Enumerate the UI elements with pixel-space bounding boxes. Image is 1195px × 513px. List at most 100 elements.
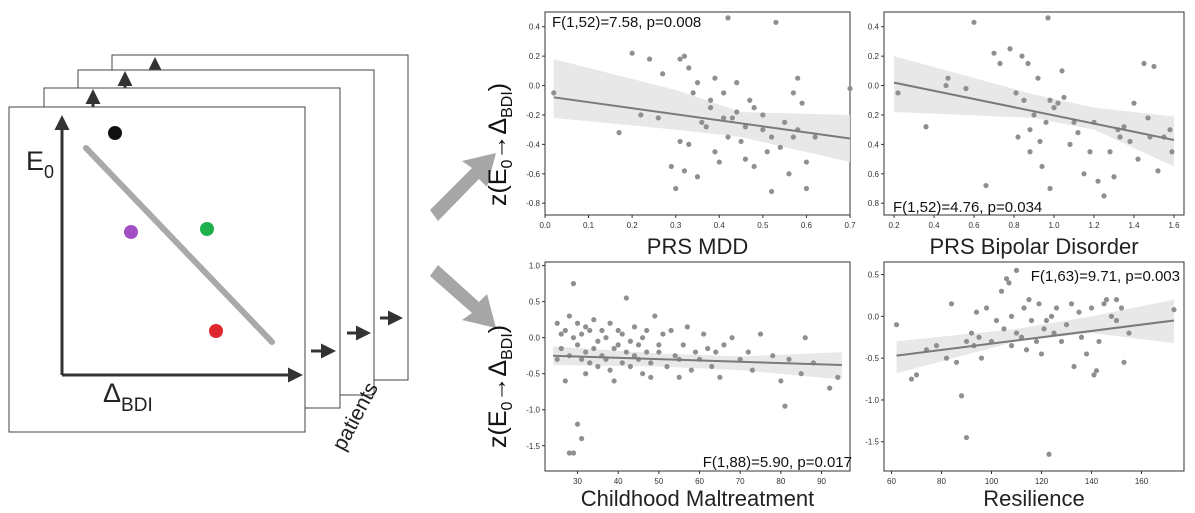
- data-point: [976, 334, 982, 340]
- y-tick-label: 0.2: [868, 111, 880, 120]
- data-point: [1003, 276, 1010, 282]
- data-point: [619, 360, 625, 366]
- scatter-panel-prs-mdd: 0.0 0.1 0.2 0.3 0.4 0.5 0.6 0.7 -0.8 -0.6 -0.4 -0.2…: [526, 11, 856, 259]
- data-point: [1058, 338, 1065, 345]
- data-point: [554, 320, 560, 326]
- x-tick-label: 80: [776, 477, 785, 486]
- data-point: [1103, 297, 1110, 303]
- data-point: [1076, 309, 1082, 315]
- data-point: [707, 105, 714, 111]
- data-point: [648, 360, 654, 366]
- data-point: [681, 168, 688, 174]
- data-point: [1151, 63, 1157, 70]
- data-point: [587, 327, 593, 334]
- data-point: [595, 338, 601, 344]
- data-point: [1026, 297, 1032, 303]
- regression-line: [896, 319, 1175, 357]
- data-point: [1095, 178, 1101, 184]
- data-point: [646, 56, 653, 62]
- data-point: [668, 163, 674, 170]
- data-point: [812, 134, 818, 140]
- x-tick-label: 0.4: [714, 221, 726, 230]
- data-point: [1031, 112, 1037, 118]
- data-point: [607, 367, 613, 373]
- data-point: [778, 378, 784, 384]
- data-point: [745, 349, 751, 355]
- data-point: [747, 97, 753, 103]
- data-point: [1035, 75, 1041, 81]
- data-point: [623, 295, 629, 301]
- data-point: [616, 130, 622, 136]
- schematic-dot-red: [209, 324, 223, 338]
- data-point: [729, 335, 735, 341]
- data-point: [1107, 149, 1113, 155]
- data-point: [729, 115, 735, 121]
- data-point: [1121, 359, 1127, 365]
- data-point: [692, 349, 699, 355]
- data-point: [591, 345, 597, 352]
- schematic: E0 ΔBDI patients: [8, 54, 409, 454]
- data-point: [1167, 127, 1173, 133]
- y-tick-label: 1.0: [529, 262, 541, 271]
- data-point: [768, 134, 775, 140]
- x-tick-label: 60: [695, 477, 704, 486]
- data-point: [1135, 156, 1141, 162]
- data-point: [1121, 124, 1127, 130]
- data-point: [652, 313, 658, 319]
- data-point: [717, 374, 723, 380]
- x-tick-label: 160: [1135, 477, 1149, 486]
- data-point: [978, 355, 985, 361]
- data-point: [1051, 330, 1057, 336]
- data-point: [908, 376, 915, 382]
- data-point: [1033, 338, 1040, 345]
- data-point: [712, 149, 718, 155]
- x-tick-label: 0.2: [627, 221, 639, 230]
- data-point: [1039, 163, 1045, 170]
- data-point: [1046, 451, 1052, 457]
- data-point: [1007, 46, 1013, 52]
- data-point: [795, 75, 801, 81]
- data-point: [933, 343, 940, 349]
- x-tick-label: 0.1: [583, 221, 595, 230]
- data-point: [835, 374, 841, 380]
- x-tick-label: 0.6: [968, 221, 980, 230]
- data-point: [742, 124, 749, 130]
- data-point: [664, 363, 670, 370]
- data-point: [1118, 305, 1125, 311]
- stat-annotation: F(1,52)=4.76, p=0.034: [893, 199, 1042, 216]
- data-point: [1108, 313, 1115, 319]
- data-point: [721, 342, 727, 348]
- data-point: [983, 305, 990, 311]
- data-point: [676, 374, 682, 380]
- regression-line: [893, 81, 1175, 141]
- x-tick-label: 0.0: [539, 221, 551, 230]
- y-tick-label: 0.4: [529, 23, 541, 32]
- data-point: [827, 385, 833, 391]
- data-point: [558, 331, 564, 337]
- data-point: [607, 320, 613, 326]
- data-point: [699, 119, 705, 125]
- data-point: [802, 335, 808, 341]
- data-point: [1027, 127, 1033, 133]
- data-point: [1126, 330, 1132, 336]
- y-tick-label: -1.0: [865, 396, 879, 405]
- data-point: [583, 371, 589, 377]
- data-point: [579, 435, 585, 442]
- data-point: [1169, 149, 1175, 155]
- data-point: [737, 356, 743, 362]
- data-point: [562, 378, 568, 384]
- y-tick-label: 0.4: [868, 140, 880, 149]
- data-point: [998, 288, 1005, 294]
- data-point: [668, 327, 674, 334]
- data-point: [1145, 115, 1151, 121]
- data-point: [635, 342, 642, 348]
- data-point: [1001, 326, 1007, 332]
- data-point: [551, 90, 557, 96]
- schematic-y-label: E0: [26, 146, 54, 182]
- data-point: [991, 50, 997, 56]
- data-point: [574, 421, 581, 427]
- x-tick-label: 0.3: [670, 221, 682, 230]
- y-tick-label: 0.0: [868, 82, 880, 91]
- data-point: [558, 345, 564, 352]
- data-point: [1155, 168, 1161, 174]
